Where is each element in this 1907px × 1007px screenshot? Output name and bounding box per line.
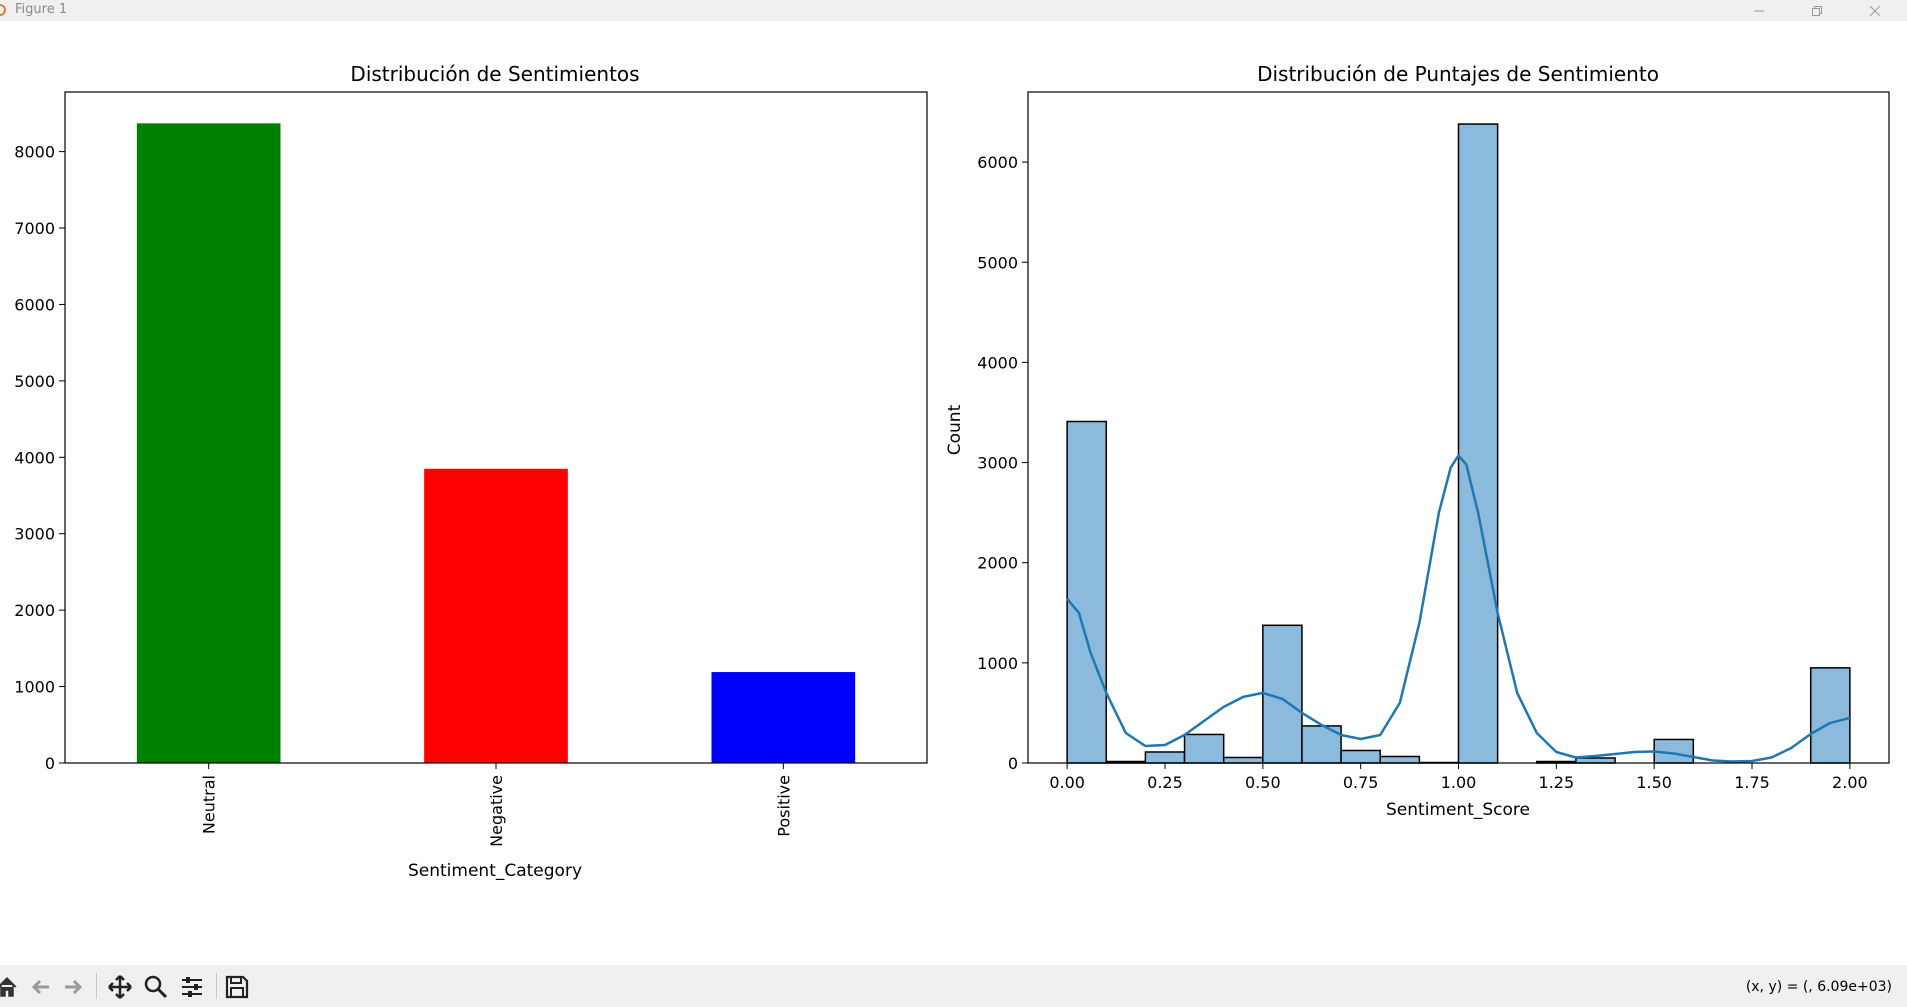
toolbar-separator [216, 973, 217, 999]
close-button[interactable] [1852, 0, 1898, 21]
right-bars-group [1066, 123, 1851, 764]
histogram-bin [1575, 757, 1616, 764]
y-tick-label: 7000 [14, 219, 55, 238]
y-tick-label: 2000 [14, 601, 55, 620]
forward-button[interactable] [58, 973, 88, 1001]
pan-icon [108, 975, 132, 999]
bar-negative [424, 468, 568, 763]
toolbar-separator [96, 973, 97, 999]
y-tick-label: 6000 [977, 153, 1018, 172]
histogram-bin [1222, 756, 1264, 764]
window-title: Figure 1 [15, 2, 68, 17]
left-plot-frame [64, 91, 928, 764]
right-x-axis: 0.00 0.25 0.50 0.75 1.00 1.25 1.50 1.75 2.00 [1049, 763, 1868, 792]
right-y-axis-label: Count [945, 404, 965, 455]
right-plot-frame [1027, 91, 1890, 764]
left-bars-group [136, 123, 856, 763]
y-tick-label: 5000 [977, 253, 1018, 272]
y-tick-label: 6000 [14, 295, 55, 314]
zoom-icon [144, 975, 168, 999]
bar-neutral [136, 123, 281, 763]
bar-positive [711, 672, 856, 763]
y-tick-label: 1000 [14, 678, 55, 697]
y-tick-label: 2000 [977, 554, 1018, 573]
histogram-bin [1379, 755, 1421, 764]
histogram-bin [1144, 751, 1186, 764]
x-tick-label: 0.25 [1147, 773, 1183, 792]
pan-button[interactable] [105, 973, 135, 1001]
x-tick-label: Neutral [200, 775, 219, 834]
back-button[interactable] [26, 973, 56, 1001]
minimize-button[interactable] [1736, 0, 1782, 21]
x-tick-label: 0.75 [1343, 773, 1379, 792]
x-tick-label: 1.50 [1636, 773, 1672, 792]
y-tick-label: 0 [45, 754, 55, 773]
window-titlebar: Figure 1 [0, 0, 1907, 21]
x-tick-label: 0.50 [1245, 773, 1281, 792]
left-x-axis: Neutral Negative Positive [200, 763, 793, 847]
right-chart-title: Distribución de Puntajes de Sentimiento [1257, 62, 1659, 86]
save-button[interactable] [222, 973, 252, 1001]
histogram-bin [1262, 624, 1303, 764]
configure-subplots-icon [182, 977, 202, 997]
home-icon [0, 976, 17, 997]
y-tick-label: 4000 [14, 448, 55, 467]
x-tick-label: 0.00 [1049, 773, 1085, 792]
histogram-bin [1809, 667, 1851, 764]
configure-subplots-button[interactable] [177, 973, 207, 1001]
histogram-bin [1457, 123, 1499, 764]
figure-toolbar: (x, y) = (, 6.09e+03) [0, 965, 1907, 1007]
histogram-bin [1183, 733, 1225, 764]
right-y-axis: 0 1000 2000 3000 4000 5000 6000 [977, 153, 1028, 773]
save-icon [225, 975, 249, 999]
left-chart-title: Distribución de Sentimientos [350, 62, 639, 86]
histogram-bin [1066, 420, 1108, 764]
y-tick-label: 3000 [14, 525, 55, 544]
back-icon [31, 979, 49, 995]
y-tick-label: 5000 [14, 372, 55, 391]
left-x-axis-label: Sentiment_Category [408, 861, 582, 881]
y-tick-label: 4000 [977, 353, 1018, 372]
x-tick-label: 1.00 [1441, 773, 1477, 792]
restore-icon [1812, 5, 1822, 16]
figure-canvas[interactable]: Distribución de Sentimientos 0 1000 2000 30… [0, 21, 1907, 965]
right-kde-group [1066, 454, 1851, 763]
y-tick-label: 8000 [14, 143, 55, 162]
cursor-coordinates: (x, y) = (, 6.09e+03) [1745, 979, 1892, 995]
close-icon [1869, 5, 1881, 16]
sentiment-category-bar-chart: Distribución de Sentimientos 0 1000 2000 30… [14, 62, 928, 881]
figure-svg: Distribución de Sentimientos 0 1000 2000 30… [14, 62, 1890, 881]
y-tick-label: 3000 [977, 454, 1018, 473]
x-tick-label: 1.75 [1734, 773, 1770, 792]
zoom-button[interactable] [141, 973, 171, 1001]
y-tick-label: 0 [1008, 754, 1018, 773]
right-x-axis-label: Sentiment_Score [1386, 800, 1530, 820]
restore-button[interactable] [1794, 0, 1840, 21]
x-tick-label: 1.25 [1539, 773, 1575, 792]
kde-line [1066, 454, 1851, 763]
y-tick-label: 1000 [977, 654, 1018, 673]
left-y-axis: 0 1000 2000 3000 4000 5000 6000 7000 8000 [14, 143, 65, 773]
x-tick-label: Negative [487, 775, 506, 847]
home-button[interactable] [0, 973, 22, 1001]
forward-icon [65, 979, 83, 995]
app-icon [0, 4, 6, 16]
histogram-bin [1340, 749, 1381, 764]
sentiment-score-histogram: Distribución de Puntajes de Sentimiento … [945, 62, 1890, 820]
minimize-icon [1754, 10, 1764, 11]
x-tick-label: Positive [774, 775, 793, 837]
x-tick-label: 2.00 [1832, 773, 1868, 792]
